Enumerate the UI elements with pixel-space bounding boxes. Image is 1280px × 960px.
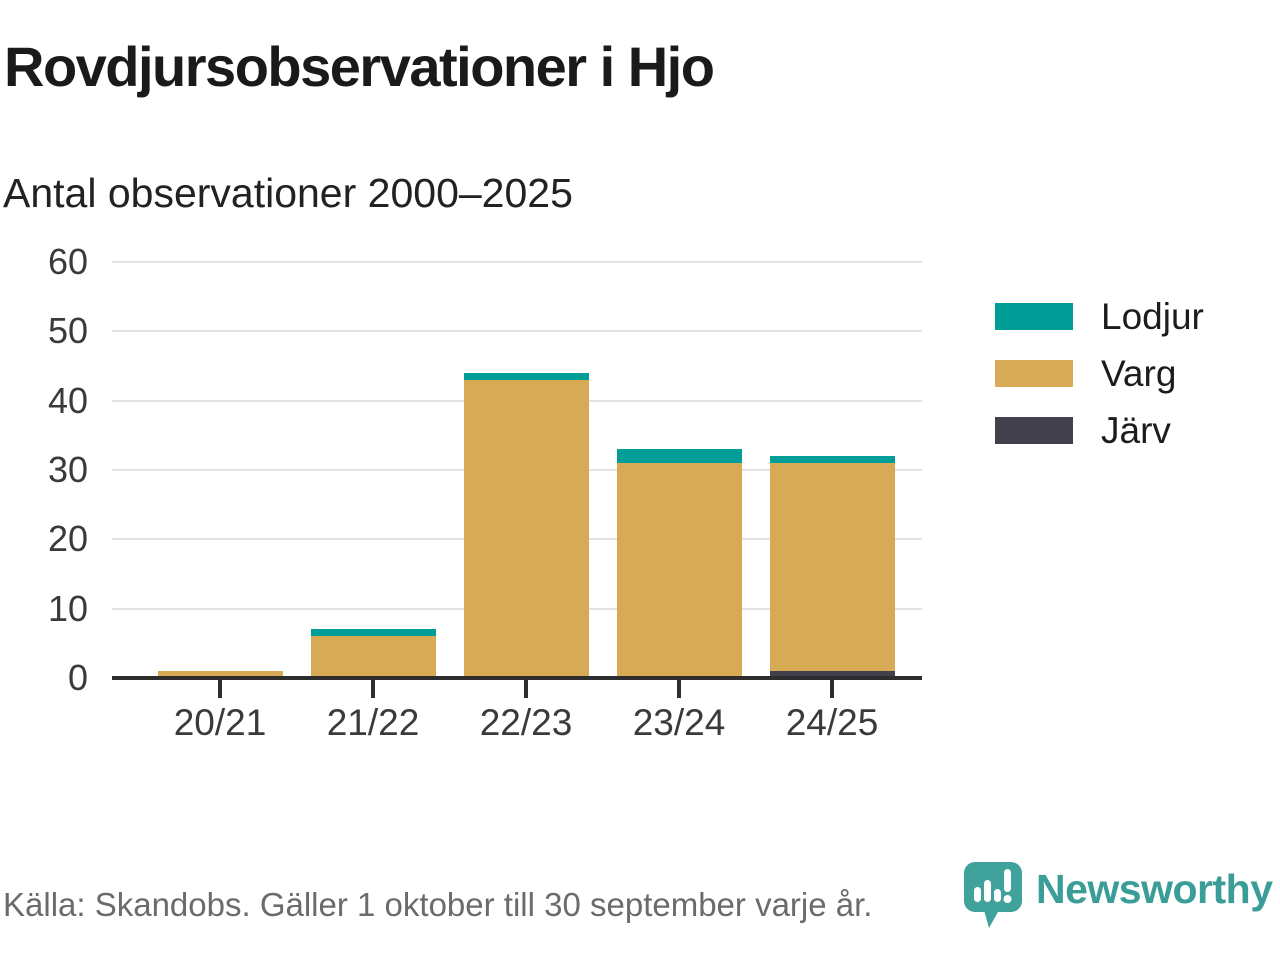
x-axis-tick	[218, 680, 222, 698]
y-axis-tick-label: 40	[47, 379, 88, 421]
x-axis-tick	[524, 680, 528, 698]
logo-exclamation-dot-icon	[1003, 895, 1012, 903]
legend-swatch-varg	[995, 360, 1073, 387]
chart-subtitle: Antal observationer 2000–2025	[3, 170, 573, 216]
bar-24-25-jarv	[769, 671, 895, 678]
logo-exclamation-icon	[1004, 869, 1011, 892]
x-axis-tick	[371, 680, 375, 698]
x-axis-tick-label: 24/25	[785, 702, 879, 743]
y-axis-tick-label: 50	[47, 310, 88, 352]
legend-swatch-jarv	[995, 417, 1073, 444]
gridline-y-50	[112, 330, 922, 333]
newsworthy-wordmark: Newsworthy	[1036, 866, 1273, 912]
bar-21-22-varg	[310, 636, 436, 678]
gridline-y-30	[112, 469, 922, 471]
y-axis-tick-label: 60	[47, 241, 88, 282]
bar-20-21-varg	[157, 671, 283, 678]
x-axis-tick	[830, 680, 834, 698]
x-axis-tick	[677, 680, 681, 698]
newsworthy-speech-bubble-icon	[964, 862, 1022, 928]
legend-label-jarv: Järv	[1101, 409, 1171, 451]
x-axis-tick-label: 23/24	[632, 702, 726, 743]
gridline-y-20	[112, 538, 922, 541]
legend: Lodjur Varg Järv	[995, 296, 1204, 451]
bar-24-25-varg	[769, 463, 895, 672]
source-note: Källa: Skandobs. Gäller 1 oktober till 3…	[3, 886, 873, 923]
x-axis-line	[112, 676, 922, 680]
legend-item-lodjur: Lodjur	[995, 296, 1204, 337]
bar-23-24-varg	[616, 463, 742, 678]
newsworthy-logo: Newsworthy	[962, 860, 1273, 932]
gridline-y-40	[112, 399, 922, 402]
legend-label-lodjur: Lodjur	[1101, 295, 1204, 337]
bar-22-23-lodjur	[463, 372, 589, 380]
x-axis-tick-label: 21/22	[326, 702, 420, 743]
logo-bar-icon	[984, 880, 991, 902]
legend-item-jarv: Järv	[995, 410, 1204, 451]
logo-bar-icon	[994, 889, 1001, 902]
legend-label-varg: Varg	[1101, 352, 1177, 394]
legend-swatch-lodjur	[995, 303, 1073, 330]
y-axis-tick-label: 30	[47, 449, 88, 490]
bar-23-24-lodjur	[616, 449, 742, 464]
x-axis-tick-label: 22/23	[479, 702, 573, 743]
chart-title: Rovdjursobservationer i Hjo	[4, 35, 715, 98]
bar-22-23-varg	[463, 379, 589, 678]
y-axis-tick-label: 0	[67, 657, 88, 698]
gridline-y-10	[112, 607, 922, 610]
legend-item-varg: Varg	[995, 353, 1204, 394]
bar-24-25-lodjur	[769, 456, 895, 464]
y-axis-tick-label: 20	[47, 518, 88, 560]
bar-21-22-lodjur	[310, 629, 436, 637]
x-axis-tick-label: 20/21	[173, 702, 267, 743]
gridline-y-60	[112, 261, 922, 263]
y-axis-tick-label: 10	[47, 587, 88, 629]
logo-bar-icon	[974, 887, 981, 902]
